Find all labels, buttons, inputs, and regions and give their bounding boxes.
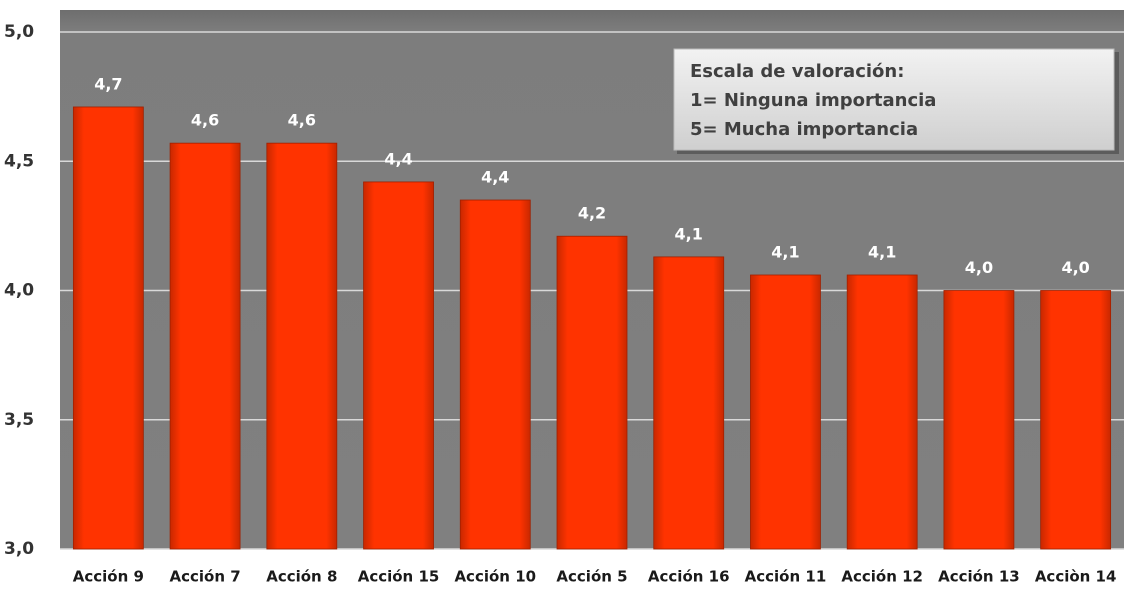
bar bbox=[846, 274, 918, 550]
y-tick-label: 4,0 bbox=[4, 281, 34, 301]
x-tick-label: Acciòn 14 bbox=[1035, 568, 1117, 586]
data-label: 4,6 bbox=[288, 111, 316, 130]
annotation-text: 5= Mucha importancia bbox=[690, 119, 918, 140]
annotation-box bbox=[673, 48, 1119, 154]
data-label: 4,0 bbox=[965, 258, 993, 277]
data-label: 4,1 bbox=[771, 242, 799, 261]
bar bbox=[459, 199, 531, 550]
bar bbox=[72, 106, 144, 550]
y-tick-label: 5,0 bbox=[4, 22, 34, 42]
y-tick-label: 3,5 bbox=[4, 410, 34, 430]
y-tick-label: 4,5 bbox=[4, 151, 34, 171]
bar bbox=[750, 274, 821, 550]
bar bbox=[1040, 290, 1112, 550]
x-tick-label: Acción 9 bbox=[73, 568, 144, 586]
data-label: 4,1 bbox=[868, 242, 896, 261]
bar bbox=[943, 290, 1015, 550]
data-label: 4,7 bbox=[94, 74, 122, 93]
bar bbox=[169, 142, 241, 550]
y-tick-label: 3,0 bbox=[4, 539, 34, 559]
annotation-text: 1= Ninguna importancia bbox=[690, 90, 936, 111]
data-label: 4,2 bbox=[578, 204, 606, 223]
bar bbox=[556, 235, 628, 550]
x-tick-label: Acción 7 bbox=[169, 568, 240, 586]
annotation-text: Escala de valoración: bbox=[690, 61, 904, 82]
x-tick-label: Acción 8 bbox=[266, 568, 337, 586]
x-tick-label: Acción 16 bbox=[648, 568, 730, 586]
x-tick-label: Acción 12 bbox=[841, 568, 923, 586]
x-tick-label: Acción 5 bbox=[556, 568, 627, 586]
bar bbox=[363, 181, 434, 550]
data-label: 4,1 bbox=[675, 224, 703, 243]
data-label: 4,4 bbox=[481, 168, 509, 187]
x-tick-label: Acción 15 bbox=[358, 568, 440, 586]
bar bbox=[653, 256, 725, 550]
data-label: 4,4 bbox=[384, 149, 412, 168]
x-tick-label: Acción 11 bbox=[745, 568, 827, 586]
data-label: 4,6 bbox=[191, 111, 219, 130]
x-tick-label: Acción 13 bbox=[938, 568, 1020, 586]
data-label: 4,0 bbox=[1061, 258, 1089, 277]
x-tick-label: Acción 10 bbox=[454, 568, 536, 586]
bar bbox=[266, 142, 338, 550]
